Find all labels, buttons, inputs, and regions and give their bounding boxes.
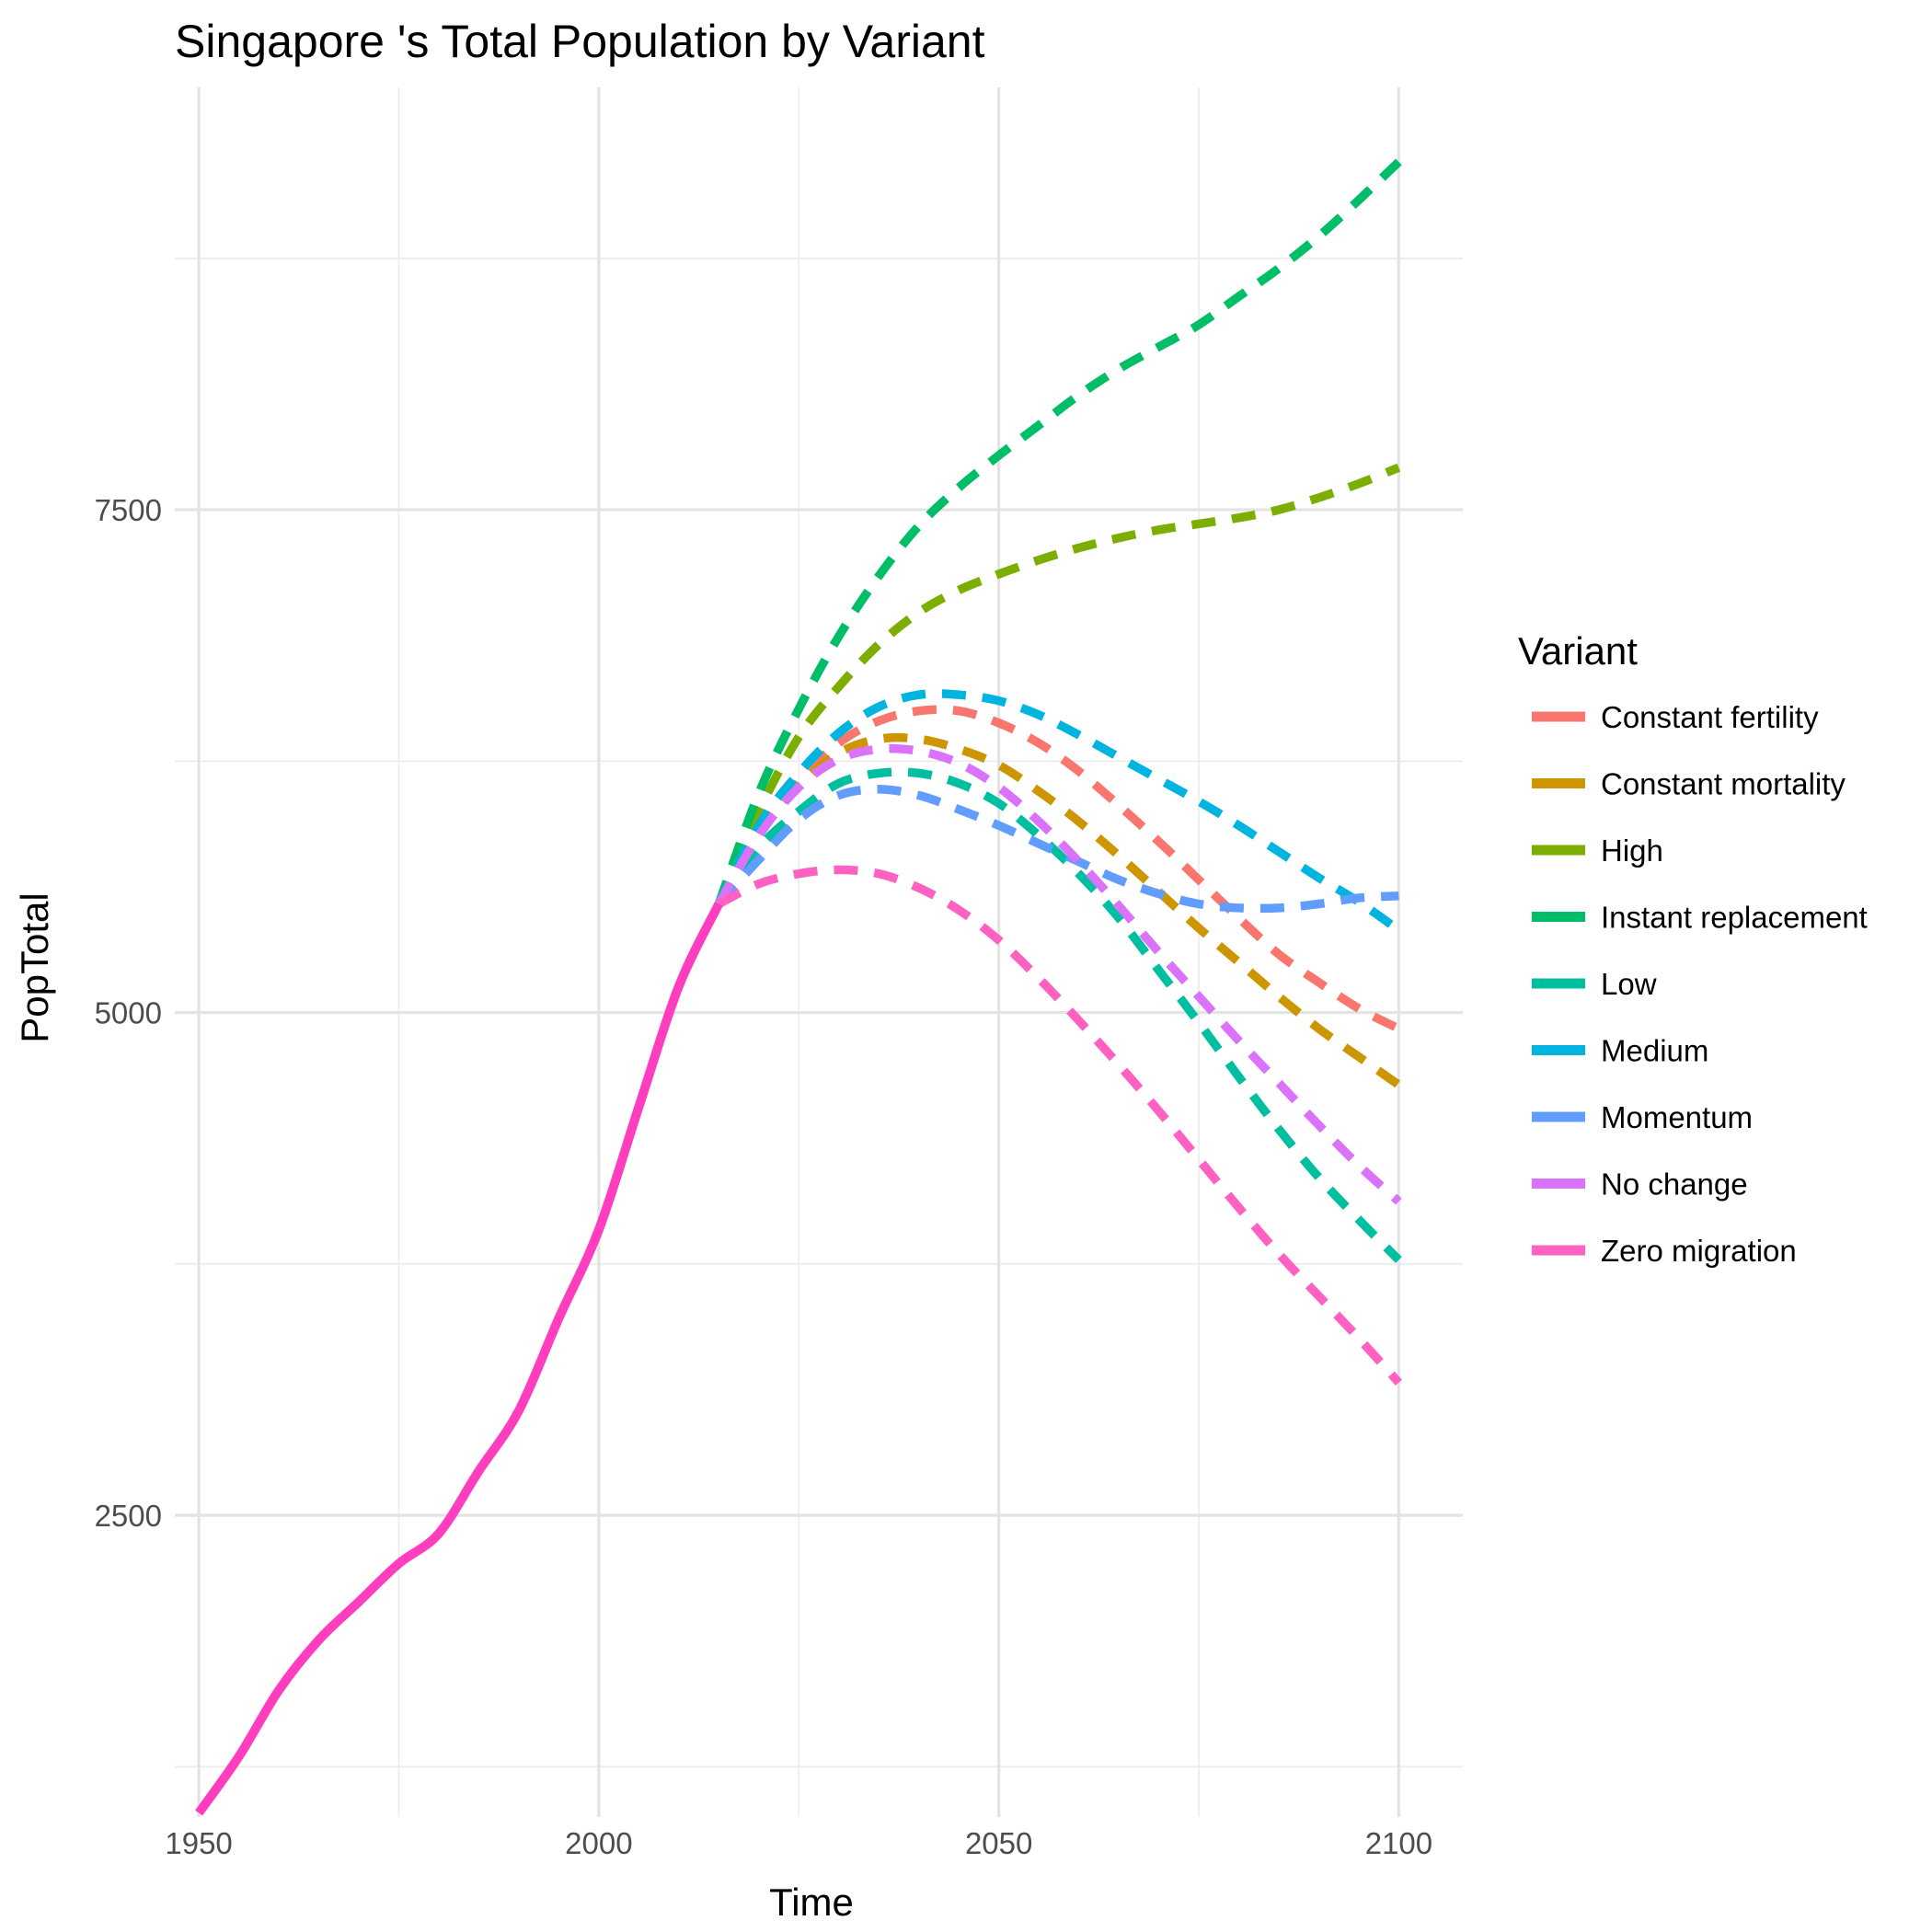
- legend-item: Constant fertility: [1532, 700, 1819, 734]
- legend-label: Instant replacement: [1601, 901, 1868, 935]
- series-line-constant-mortality: [715, 732, 1402, 1089]
- legend-items: Constant fertility Constant mortality High…: [1532, 700, 1868, 1268]
- series-line-medium: [715, 689, 1402, 934]
- x-axis-title: Time: [769, 1880, 854, 1924]
- legend-item: Zero migration: [1532, 1234, 1797, 1268]
- x-tick-label: 2000: [565, 1826, 632, 1860]
- y-tick-label: 7500: [95, 493, 162, 527]
- legend-label: Medium: [1601, 1034, 1708, 1068]
- series-line-instant-replacement: [714, 158, 1402, 906]
- legend-item: Low: [1532, 967, 1657, 1001]
- major-gridlines: [175, 87, 1463, 1817]
- series-line-high: [714, 463, 1401, 906]
- x-tick-label: 2050: [965, 1826, 1032, 1860]
- legend-item: High: [1532, 834, 1663, 868]
- series-line-zero-migration: [717, 865, 1402, 1386]
- legend-label: Constant mortality: [1601, 767, 1846, 801]
- y-axis-title: PopTotal: [13, 892, 56, 1042]
- series-lines: [195, 158, 1402, 1816]
- series-line-constant-fertility: [715, 705, 1401, 1033]
- legend-item: No change: [1532, 1167, 1748, 1202]
- minor-gridlines: [175, 87, 1463, 1817]
- series-line-low: [715, 767, 1402, 1263]
- legend-label: Low: [1601, 967, 1657, 1001]
- historical-line: [195, 902, 723, 1816]
- series-line-no-change: [715, 743, 1402, 1205]
- legend-title: Variant: [1518, 629, 1638, 673]
- legend-item: Instant replacement: [1532, 901, 1868, 935]
- legend-label: Momentum: [1601, 1100, 1753, 1134]
- chart-title: Singapore 's Total Population by Variant: [175, 16, 985, 67]
- x-tick-label: 2100: [1365, 1826, 1432, 1860]
- y-tick-label: 5000: [95, 996, 162, 1030]
- x-tick-labels: 1950 2000 2050 2100: [165, 1826, 1432, 1860]
- legend-item: Medium: [1532, 1034, 1708, 1068]
- legend-label: No change: [1601, 1167, 1748, 1202]
- legend-label: High: [1601, 834, 1663, 868]
- x-tick-label: 1950: [165, 1826, 232, 1860]
- legend-label: Constant fertility: [1601, 700, 1819, 734]
- y-tick-label: 2500: [95, 1499, 162, 1533]
- y-tick-labels: 2500 5000 7500: [95, 493, 162, 1533]
- legend: Variant Constant fertility Constant morta…: [1518, 629, 1868, 1268]
- legend-item: Momentum: [1532, 1100, 1753, 1134]
- legend-label: Zero migration: [1601, 1234, 1797, 1268]
- legend-item: Constant mortality: [1532, 767, 1846, 801]
- series-line-momentum: [715, 785, 1399, 914]
